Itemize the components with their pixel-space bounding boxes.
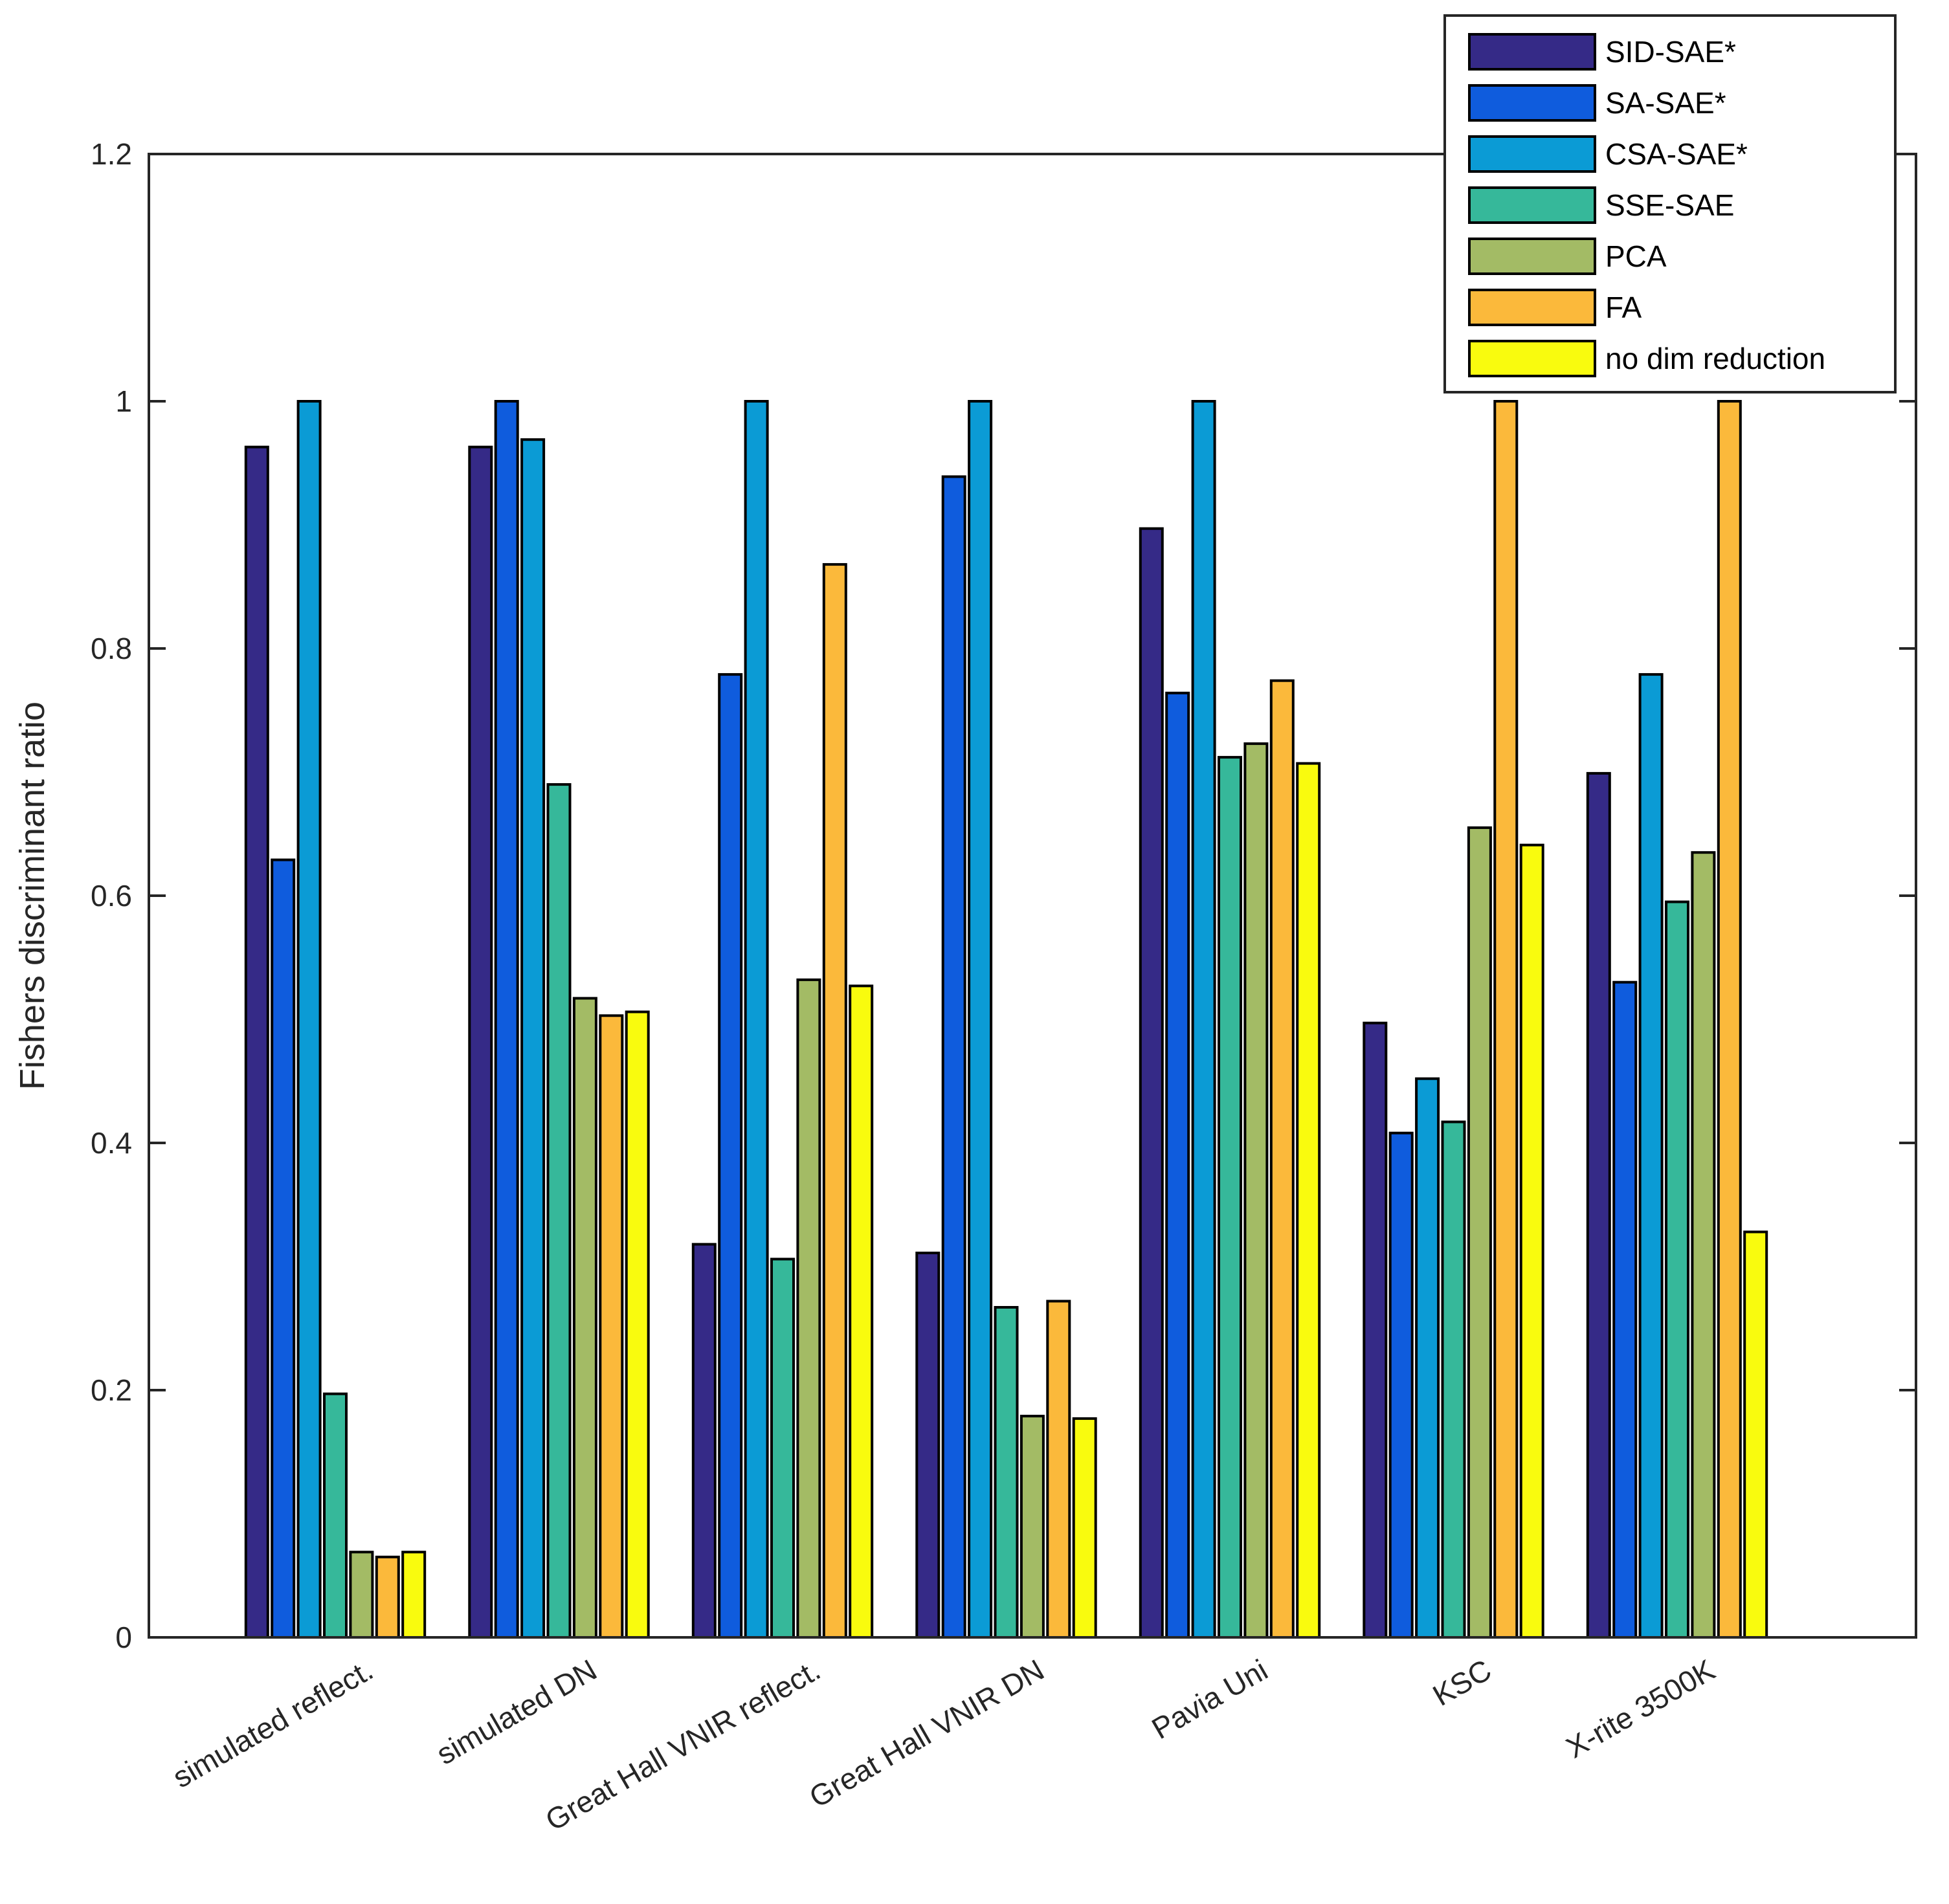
bars-group (244, 400, 1768, 1639)
bar (1586, 771, 1611, 1639)
bar (1519, 843, 1544, 1639)
bar (1296, 762, 1321, 1639)
y-axis-label: Fishers discriminant ratio (13, 702, 52, 1090)
legend-swatch (1468, 33, 1596, 71)
bar (323, 1392, 348, 1639)
bar (796, 978, 821, 1639)
bar (1638, 673, 1664, 1639)
legend-entry-label: FA (1605, 291, 1642, 324)
bar (401, 1551, 427, 1639)
legend-swatch (1468, 84, 1596, 122)
legend-entry-label: PCA (1605, 239, 1667, 273)
legend-entry-label: SA-SAE* (1605, 86, 1726, 120)
bar (271, 858, 296, 1639)
bar (941, 475, 966, 1639)
bar (1165, 691, 1190, 1639)
bar (1046, 1300, 1071, 1639)
y-tick-label: 0.2 (91, 1373, 132, 1407)
bar (1269, 679, 1295, 1639)
bar (1072, 1417, 1097, 1639)
bar (1612, 980, 1638, 1639)
bar (1019, 1415, 1045, 1639)
bar (1191, 400, 1216, 1639)
bar (744, 400, 769, 1639)
bar (822, 563, 847, 1639)
bar (1243, 742, 1269, 1639)
legend-swatch (1468, 340, 1596, 377)
bar (1665, 900, 1689, 1639)
bar (296, 400, 322, 1639)
bar (546, 783, 572, 1639)
bar (520, 438, 546, 1639)
legend-entry-label: no dim reduction (1605, 342, 1825, 375)
y-tick-label: 1 (115, 384, 132, 418)
bar (572, 997, 597, 1639)
bar (968, 400, 993, 1639)
y-tick-label: 0.4 (91, 1126, 132, 1160)
bar (718, 673, 743, 1639)
bar (599, 1014, 624, 1639)
bar (1743, 1230, 1768, 1639)
bar (915, 1252, 941, 1639)
legend-swatch (1468, 289, 1596, 326)
bar (1388, 1131, 1414, 1639)
legend-swatch (1468, 238, 1596, 275)
bar (244, 445, 269, 1639)
legend-entry-label: SSE-SAE (1605, 188, 1734, 222)
y-tick-label: 0.8 (91, 632, 132, 665)
legend-swatch (1468, 135, 1596, 173)
bar (1441, 1120, 1466, 1639)
bar (1691, 851, 1716, 1639)
bar (1493, 400, 1519, 1639)
bar (1467, 826, 1492, 1639)
legend-entry-label: SID-SAE* (1605, 35, 1736, 69)
bar (1717, 400, 1742, 1639)
bar (1139, 527, 1164, 1639)
bar (1415, 1077, 1440, 1639)
bar (468, 445, 493, 1639)
y-tick-label: 0 (115, 1621, 132, 1654)
legend-entry-label: CSA-SAE* (1605, 137, 1748, 171)
legend: SID-SAE* SA-SAE* CSA-SAE* SSE-SAE PCA FA no di… (1443, 14, 1897, 393)
y-tick-label: 1.2 (91, 137, 132, 171)
bar (494, 400, 519, 1639)
bar (770, 1257, 795, 1639)
legend-swatch (1468, 186, 1596, 224)
y-tick-label: 0.6 (91, 879, 132, 913)
bar (375, 1555, 400, 1639)
bar (349, 1551, 374, 1639)
bar (625, 1010, 650, 1639)
y-ticks-group: 0 0.2 0.4 0.6 0.8 1 1.2 (91, 137, 1916, 1654)
bar (994, 1306, 1019, 1639)
bar (691, 1243, 717, 1639)
bar (849, 984, 874, 1639)
bar (1363, 1021, 1388, 1639)
bar (1218, 756, 1242, 1639)
